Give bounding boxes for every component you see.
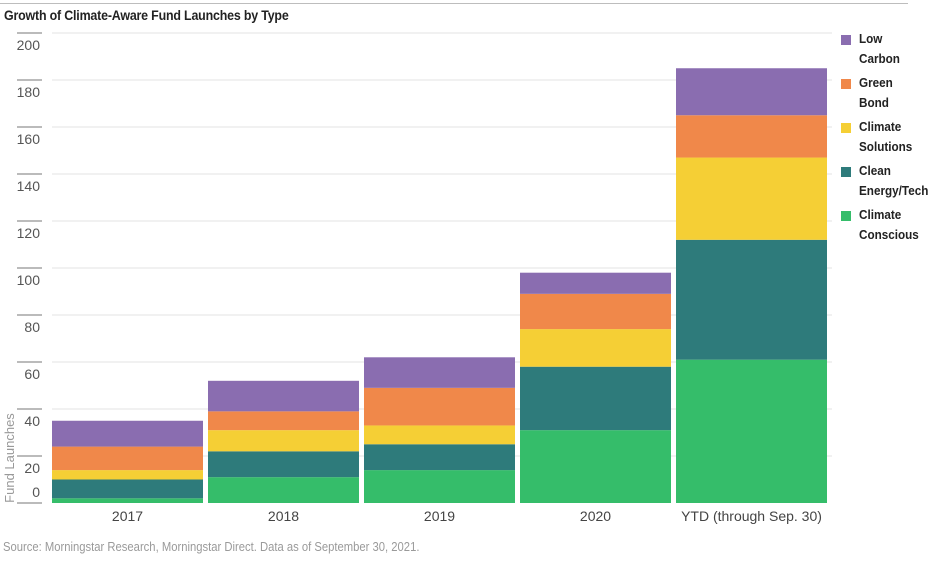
legend-swatch — [841, 123, 851, 133]
y-tick-label: 120 — [17, 225, 41, 241]
x-tick-label: 2018 — [268, 508, 299, 524]
bar-segment-climate-conscious — [208, 477, 359, 503]
y-tick-label: 200 — [17, 37, 41, 53]
legend-item: Clean Energy/Tech — [841, 163, 938, 201]
legend-item: Low Carbon — [841, 31, 938, 69]
legend-label: Clean Energy/Tech — [859, 163, 929, 198]
bars — [52, 68, 827, 503]
legend-label: Low Carbon — [859, 31, 900, 66]
x-tick-label: 2019 — [424, 508, 455, 524]
legend-label: Climate Conscious — [859, 207, 919, 242]
bar-segment-climate-solutions — [364, 425, 515, 445]
bar-segment-climate-solutions — [520, 329, 671, 367]
x-tick-label: YTD (through Sep. 30) — [681, 508, 822, 524]
source-note: Source: Morningstar Research, Morningsta… — [3, 540, 420, 554]
legend-swatch — [841, 167, 851, 177]
bar-segment-climate-conscious — [520, 430, 671, 503]
bar-segment-green-bond — [676, 115, 827, 158]
y-axis-title: Fund Launches — [2, 413, 17, 503]
y-tick-label: 100 — [17, 272, 41, 288]
bar-segment-climate-solutions — [676, 157, 827, 240]
x-tick-label: 2020 — [580, 508, 611, 524]
legend-swatch — [841, 79, 851, 89]
y-tick-label: 0 — [32, 484, 40, 500]
legend: Low Carbon Green Bond Climate Solutions Cle… — [841, 31, 938, 252]
bar-segment-green-bond — [52, 446, 203, 471]
x-axis: 2017 2018 2019 2020 YTD (through Sep. 30) — [112, 508, 822, 524]
y-tick-label: 80 — [24, 319, 40, 335]
bar-segment-climate-conscious — [52, 498, 203, 503]
y-tick-label: 40 — [24, 413, 40, 429]
bar-segment-climate-solutions — [52, 470, 203, 480]
legend-label: Green Bond — [859, 75, 893, 110]
legend-item: Green Bond — [841, 75, 938, 113]
bar-segment-clean-energy-tech — [208, 451, 359, 478]
legend-label: Climate Solutions — [859, 119, 913, 154]
bar-segment-green-bond — [364, 387, 515, 426]
bar-segment-low-carbon — [364, 357, 515, 388]
bar-segment-green-bond — [520, 293, 671, 330]
bar-segment-low-carbon — [676, 68, 827, 116]
x-tick-label: 2017 — [112, 508, 143, 524]
bar-segment-clean-energy-tech — [520, 366, 671, 431]
legend-swatch — [841, 35, 851, 45]
bar-segment-green-bond — [208, 411, 359, 431]
bar-segment-low-carbon — [520, 272, 671, 294]
bar-segment-climate-conscious — [364, 470, 515, 503]
legend-item: Climate Conscious — [841, 207, 938, 245]
bar-segment-clean-energy-tech — [52, 479, 203, 499]
bar-segment-climate-solutions — [208, 430, 359, 452]
bar-segment-clean-energy-tech — [676, 239, 827, 360]
y-tick-label: 140 — [17, 178, 41, 194]
y-tick-label: 20 — [24, 460, 40, 476]
legend-swatch — [841, 211, 851, 221]
y-axis: 0 20 40 60 80 100 120 140 160 180 200 — [17, 32, 42, 504]
bar-segment-low-carbon — [208, 380, 359, 412]
top-rule — [0, 3, 908, 4]
y-tick-label: 180 — [17, 84, 41, 100]
y-tick-label: 60 — [24, 366, 40, 382]
legend-item: Climate Solutions — [841, 119, 938, 157]
bar-segment-climate-conscious — [676, 359, 827, 503]
bar-segment-clean-energy-tech — [364, 444, 515, 471]
y-tick-label: 160 — [17, 131, 41, 147]
bar-segment-low-carbon — [52, 420, 203, 447]
chart-title: Growth of Climate-Aware Fund Launches by… — [4, 8, 289, 23]
